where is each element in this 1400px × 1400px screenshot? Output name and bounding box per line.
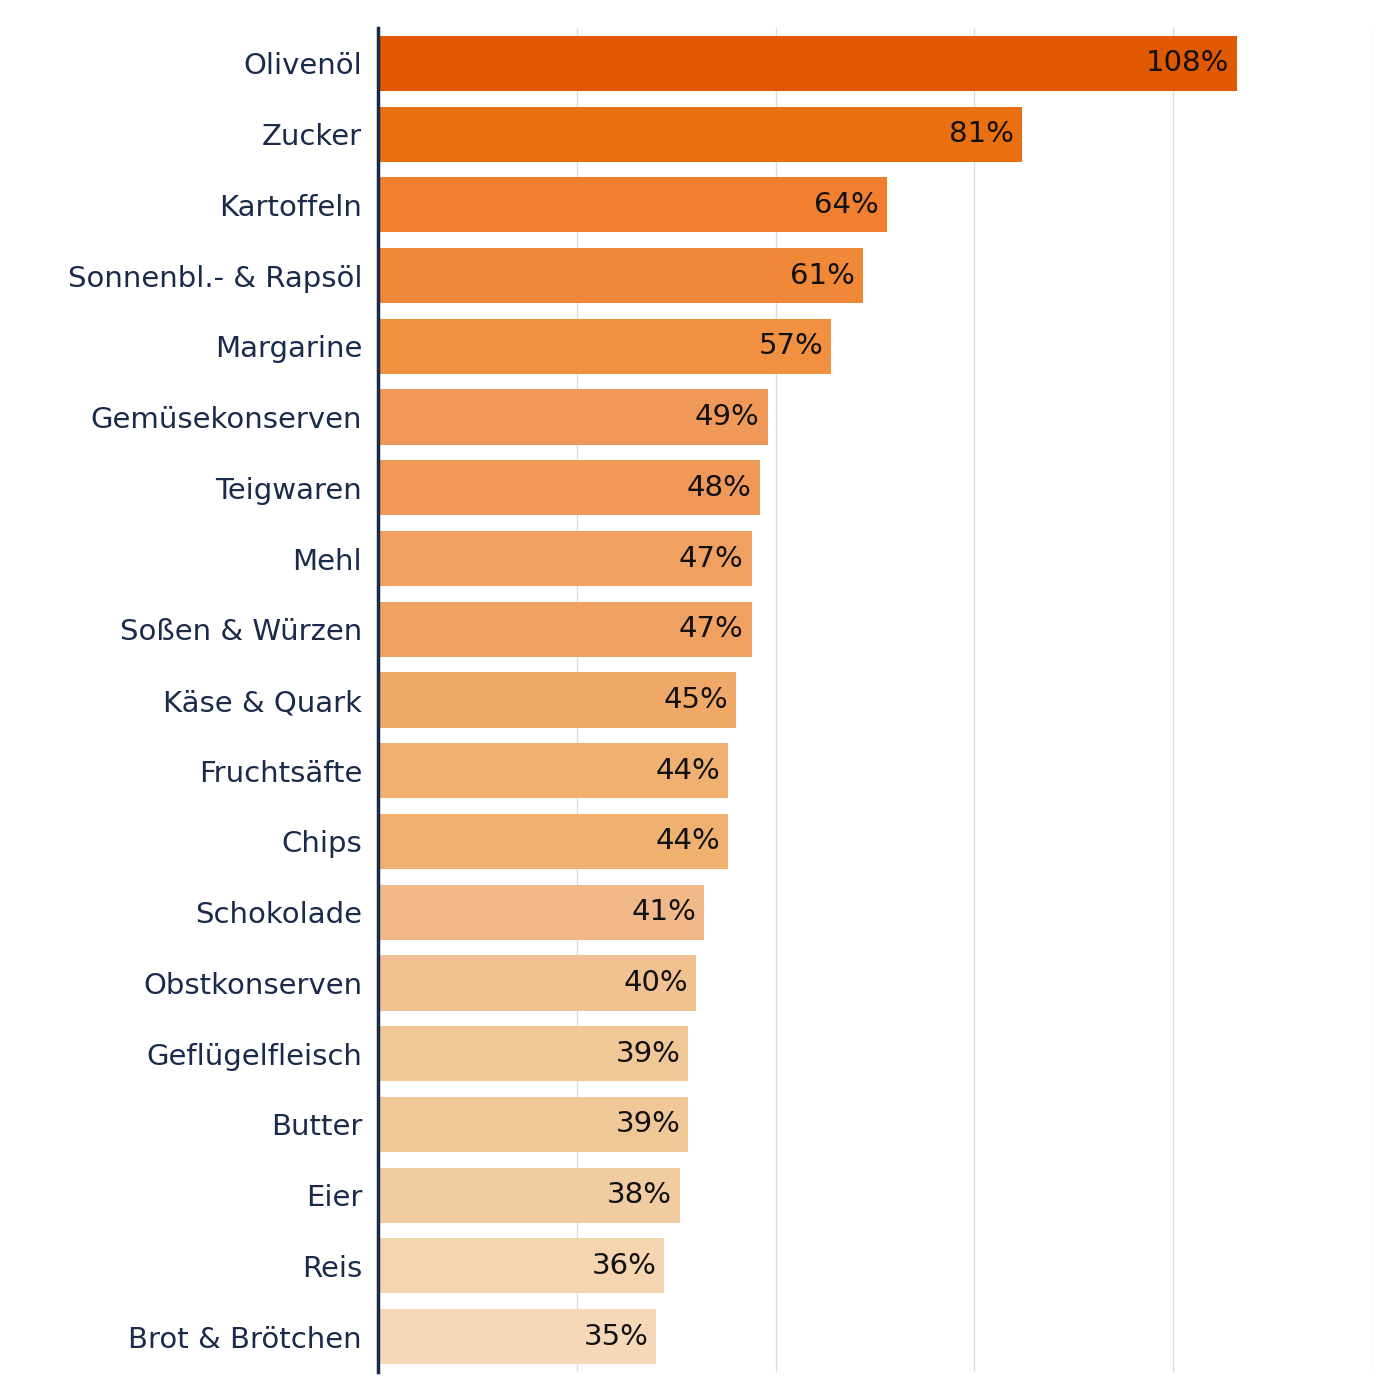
Text: 108%: 108% [1145, 49, 1229, 77]
Text: 39%: 39% [616, 1040, 680, 1068]
Bar [378, 36, 1236, 91]
Text: 35%: 35% [584, 1323, 648, 1351]
Bar [378, 319, 832, 374]
Bar [378, 1026, 689, 1081]
Text: 47%: 47% [679, 545, 743, 573]
Bar [378, 389, 767, 445]
Bar [378, 813, 728, 869]
Text: 64%: 64% [815, 190, 879, 218]
Bar [378, 1239, 664, 1294]
Text: 81%: 81% [949, 120, 1014, 148]
Bar [378, 743, 728, 798]
Bar [378, 672, 736, 728]
Bar [378, 461, 760, 515]
Bar [378, 885, 704, 939]
Bar [378, 248, 862, 304]
Text: 45%: 45% [664, 686, 728, 714]
Bar [378, 955, 696, 1011]
Text: 44%: 44% [655, 827, 720, 855]
Text: 38%: 38% [608, 1182, 672, 1210]
Bar [378, 1309, 657, 1364]
Text: 57%: 57% [759, 332, 823, 360]
Text: 44%: 44% [655, 757, 720, 785]
Text: 47%: 47% [679, 615, 743, 643]
Bar [378, 531, 752, 587]
Text: 48%: 48% [687, 473, 752, 501]
Bar [378, 1168, 680, 1222]
Bar [378, 1096, 689, 1152]
Text: 61%: 61% [790, 262, 855, 290]
Text: 36%: 36% [591, 1252, 657, 1280]
Bar [378, 178, 888, 232]
Text: 39%: 39% [616, 1110, 680, 1138]
Text: 41%: 41% [631, 899, 696, 927]
Bar [378, 602, 752, 657]
Text: 40%: 40% [623, 969, 689, 997]
Bar [378, 106, 1022, 161]
Text: 49%: 49% [694, 403, 760, 431]
